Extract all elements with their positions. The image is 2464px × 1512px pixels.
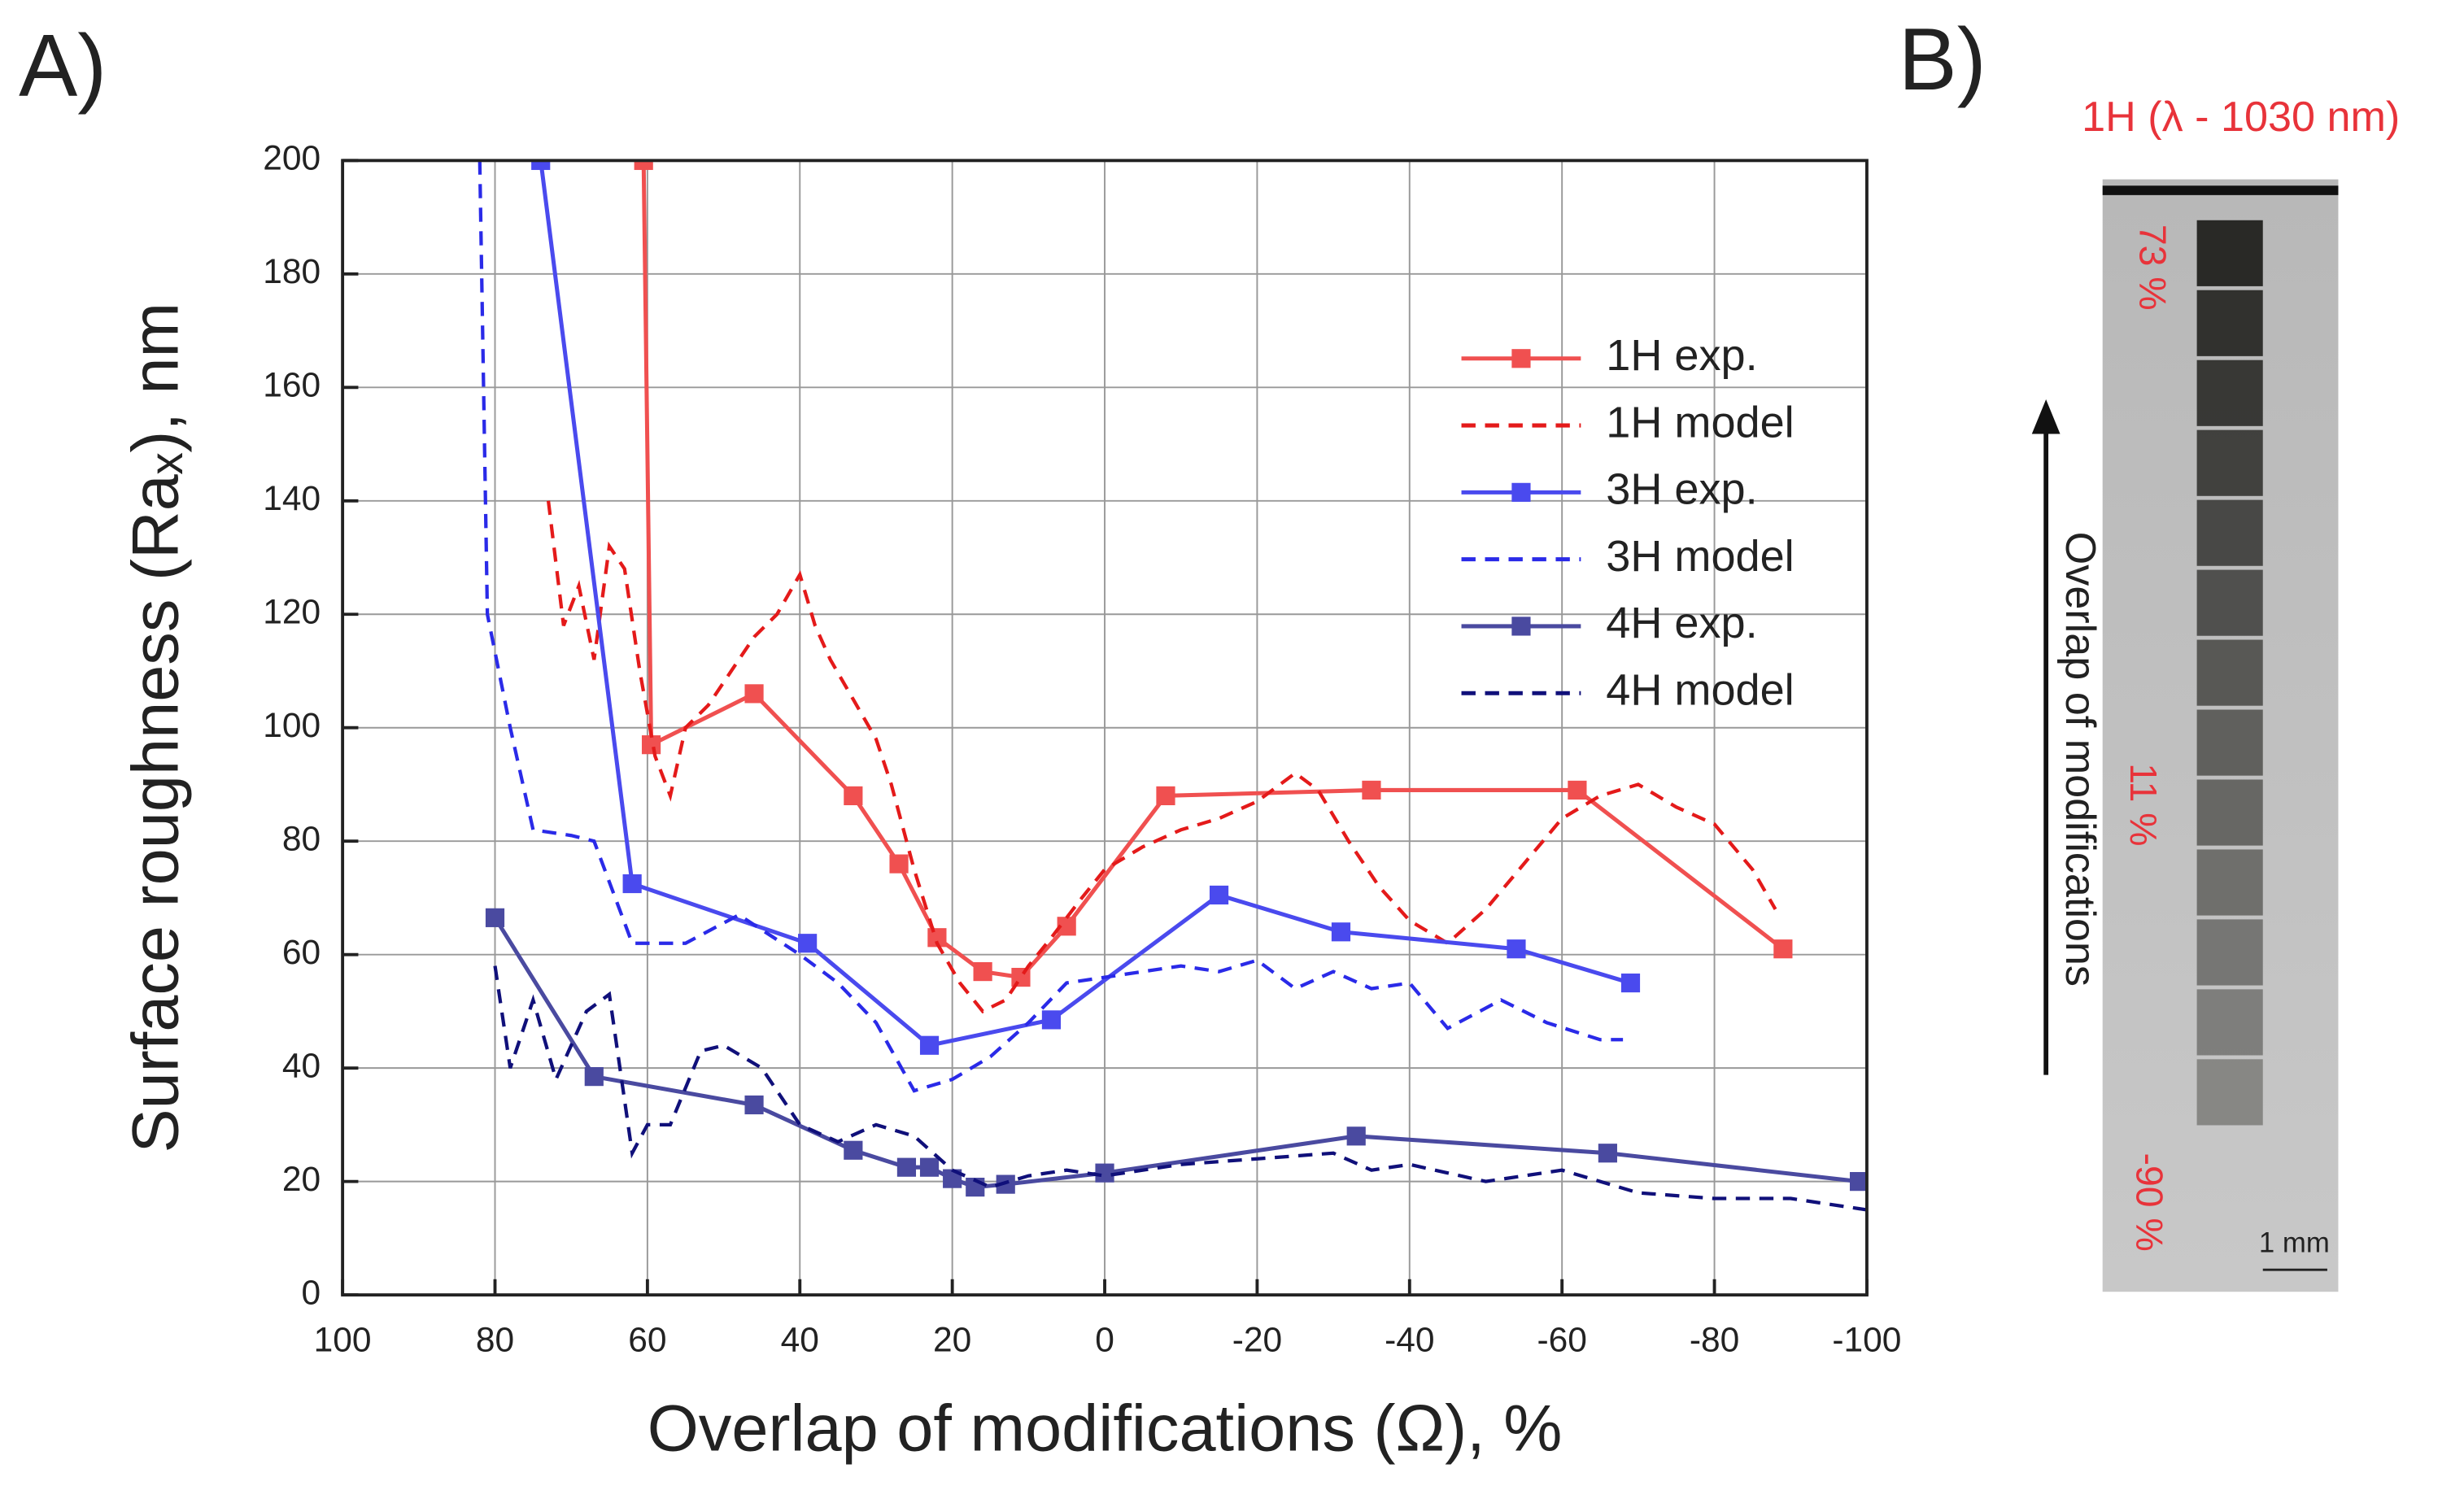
data-point [919,1035,940,1055]
data-point [634,160,653,170]
photo-label: 11 % [2122,763,2165,846]
y-tick-label: 80 [282,820,321,858]
plot-frame [341,159,1869,1297]
data-point [889,854,909,874]
legend-label: 1H exp. [1606,331,1757,380]
photo-label: -90 % [2129,1153,2171,1252]
modification-square [2196,709,2263,776]
y-tick-label: 200 [263,140,321,178]
series-line [539,160,1632,1048]
modification-square [2196,569,2263,636]
arrow-head [2031,399,2061,434]
modification-square [2196,290,2263,356]
y-tick-label: 180 [263,253,321,291]
data-point [1568,780,1587,800]
data-point [622,874,642,894]
data-point [1620,973,1641,993]
photo-edge [2102,185,2339,195]
data-point [798,934,818,953]
y-tick-label: 60 [282,934,321,972]
data-point [1773,939,1793,959]
x-tick-label: 100 [314,1321,372,1359]
x-tick-label: -20 [1232,1321,1282,1359]
data-point [1362,780,1381,800]
data-point [844,786,863,806]
data-point [485,908,505,927]
legend-marker [1511,617,1531,636]
panel-label: B) [1899,10,1986,108]
modification-square [2196,359,2263,426]
data-point [896,1157,917,1177]
x-tick-label: 60 [628,1321,666,1359]
x-tick-label: 0 [1095,1321,1114,1359]
x-tick-label: -40 [1385,1321,1434,1359]
data-point [1331,922,1351,942]
photo-title: 1H (λ - 1030 nm) [2082,94,2400,141]
data-point [1507,939,1526,959]
series-line [493,965,1867,1212]
scale-label: 1 mm [2259,1227,2330,1258]
x-tick-label: 20 [933,1321,971,1359]
y-tick-label: 0 [301,1274,321,1312]
y-tick-label: 120 [263,593,321,631]
data-point [1011,967,1031,987]
y-tick-label: 140 [263,480,321,518]
modification-square [2196,639,2263,706]
modification-square [2196,499,2263,566]
x-tick-label: -100 [1832,1321,1901,1359]
arrow-label: Overlap of modifications [2056,532,2104,987]
data-point [1156,786,1175,806]
data-point [744,1095,764,1115]
data-point [1598,1144,1617,1163]
legend-label: 4H model [1606,666,1794,715]
data-point [531,160,551,170]
x-axis-title: Overlap of modifications (Ω), % [648,1392,1563,1466]
y-tick-label: 20 [282,1161,321,1199]
data-point [1346,1126,1366,1146]
y-axis-title: Surface roughness (Raₓ), nm [119,303,192,1153]
legend-label: 4H exp. [1606,599,1757,647]
modification-square [2196,429,2263,496]
photo-label: 73 % [2131,224,2174,311]
data-point [744,684,764,704]
x-tick-label: 80 [476,1321,514,1359]
series-line [478,160,1624,1093]
series-line [546,500,1777,1014]
data-point [973,962,992,982]
x-tick-label: -60 [1537,1321,1586,1359]
squares [2196,220,2263,1126]
y-tick-label: 100 [263,707,321,745]
data-point [1041,1010,1062,1030]
x-tick-label: 40 [781,1321,819,1359]
y-tick-label: 40 [282,1047,321,1085]
legend-label: 3H exp. [1606,465,1757,514]
data-point [1849,1172,1867,1192]
data-point [641,735,661,755]
series-line [493,917,1860,1190]
modification-square [2196,220,2263,286]
data-point [1057,917,1076,936]
modification-square [2196,849,2263,916]
modification-square [2196,989,2263,1056]
x-tick-label: -80 [1690,1321,1739,1359]
legend-label: 3H model [1606,532,1794,581]
data-point [919,1157,940,1177]
series-group [478,160,1867,1212]
legend-marker [1511,482,1531,502]
modification-square [2196,779,2263,846]
data-point [1209,885,1229,905]
data-point [927,928,947,948]
y-tick-label: 160 [263,367,321,405]
legend-marker [1511,349,1531,368]
modification-square [2196,1059,2263,1126]
data-point [584,1067,604,1087]
legend-label: 1H model [1606,398,1794,447]
data-point [1095,1163,1114,1183]
panel-label: A) [19,16,107,115]
modification-square [2196,919,2263,986]
data-point [844,1140,863,1160]
